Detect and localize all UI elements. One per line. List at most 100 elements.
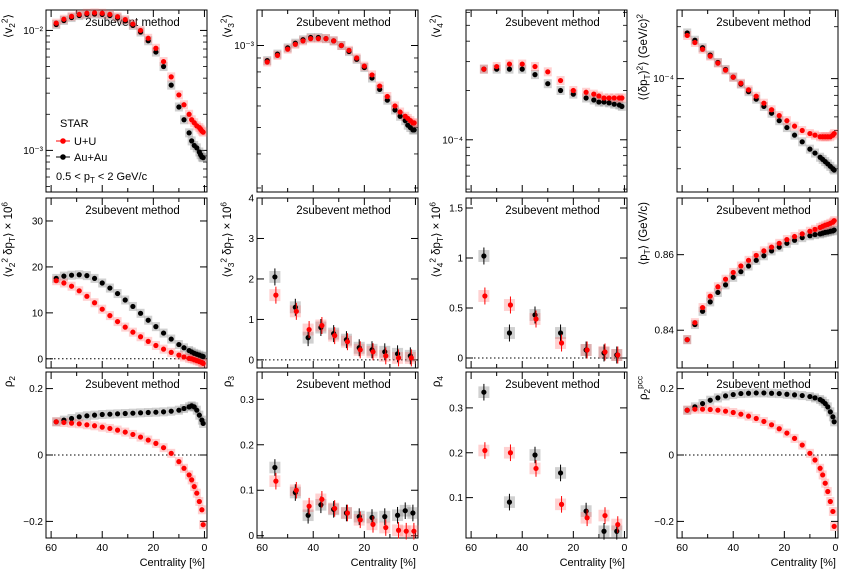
x-tick-label: 20 (147, 542, 159, 554)
y-tick-label: 3 (248, 234, 254, 245)
series-Au+Au (684, 227, 837, 343)
data-point (799, 139, 805, 145)
data-point (807, 130, 813, 137)
data-point (827, 409, 833, 415)
panel-rho2pcc: 60 40 20 0 Centrality [%] −0.2 0 0.2 ρ2pcc 2subev… (636, 371, 839, 569)
data-point (107, 313, 113, 319)
data-point (831, 218, 837, 224)
data-point (768, 244, 775, 250)
data-point (137, 434, 144, 440)
y-tick-label: 0.1 (240, 486, 254, 497)
panel-rho3: 60 40 20 0 Centrality [%] 0 0.1 0.2 0.3 ρ3 2subeve… (222, 371, 419, 569)
legend-entry-U+U: U+U (74, 136, 96, 148)
data-point (730, 274, 736, 280)
data-point (168, 450, 174, 456)
data-point (807, 146, 813, 152)
y-tick-label: 1 (457, 254, 463, 265)
data-point (761, 418, 767, 425)
data-point (768, 248, 775, 254)
data-point (403, 528, 409, 534)
series-U+U (482, 287, 621, 364)
data-point (707, 406, 713, 413)
data-point (601, 528, 607, 534)
data-point (369, 514, 375, 521)
data-point (200, 420, 206, 427)
data-point (168, 82, 174, 88)
y-tick-label: 2 (248, 274, 254, 285)
data-point (730, 269, 736, 276)
data-point (61, 273, 67, 279)
data-point (130, 431, 136, 438)
data-point (715, 284, 721, 290)
data-point (273, 478, 279, 484)
data-point (558, 340, 565, 346)
panel-v42: 10⁻⁴ ⟨v42⟩ 2subevent method (429, 9, 628, 193)
data-point (807, 233, 813, 239)
data-point (481, 389, 487, 395)
data-point (181, 465, 187, 471)
y-axis-label: ⟨v32 δpT⟩ × 106 (220, 202, 237, 278)
data-point (745, 87, 752, 93)
data-point (545, 81, 551, 87)
data-point (807, 450, 813, 456)
method-label: 2subevent method (296, 379, 391, 391)
y-tick-label: 0.3 (240, 395, 254, 406)
data-point (292, 41, 298, 47)
data-point (91, 423, 98, 429)
data-point (761, 248, 767, 254)
data-point (153, 49, 159, 55)
data-point (506, 66, 513, 72)
data-point (799, 392, 805, 399)
data-point (784, 236, 790, 243)
x-tick-label: 60 (256, 542, 268, 554)
data-point (181, 345, 187, 351)
data-point (181, 405, 187, 412)
panel-c4: 0 0.5 1 1.5⟨v42 δpT⟩ × 106 2subevent method (429, 197, 628, 369)
data-point (76, 272, 82, 278)
data-point (761, 390, 767, 396)
x-tick-label: 40 (307, 542, 319, 554)
y-tick-label: 10⁻⁴ (653, 74, 674, 85)
data-point (194, 490, 200, 496)
data-point (507, 302, 514, 308)
data-point (699, 304, 706, 311)
data-point (189, 138, 195, 144)
x-tick-label: 20 (778, 542, 790, 554)
data-point (315, 36, 321, 42)
data-point (611, 95, 617, 101)
data-point (68, 415, 75, 422)
y-tick-label: 0.2 (660, 384, 674, 395)
y-tick-label: −0.2 (654, 517, 674, 528)
data-point (382, 514, 388, 520)
data-point (194, 407, 200, 413)
data-point (753, 93, 759, 99)
data-point (160, 330, 167, 336)
series-U+U (273, 472, 417, 540)
x-tick-label: 0 (622, 542, 628, 554)
y-tick-label: 0 (248, 355, 254, 366)
data-point (584, 347, 590, 353)
data-point (791, 233, 798, 240)
series-Au+Au (53, 272, 206, 360)
data-point (61, 280, 67, 286)
data-point (799, 235, 805, 241)
data-point (384, 93, 390, 100)
data-point (160, 409, 167, 415)
data-point (84, 422, 90, 428)
data-point (753, 252, 759, 259)
y-tick-label: 10⁻⁴ (442, 135, 463, 146)
x-tick-label: 60 (465, 542, 477, 554)
data-point (482, 447, 488, 454)
y-tick-label: 30 (32, 216, 44, 227)
data-point (799, 442, 805, 448)
data-point (402, 508, 408, 514)
data-point (99, 306, 105, 312)
data-point (481, 253, 487, 259)
data-point (323, 36, 329, 42)
data-point (84, 413, 90, 419)
data-point (722, 67, 729, 73)
data-point (831, 523, 837, 529)
data-point (745, 413, 752, 419)
data-point (533, 465, 539, 472)
data-point (812, 457, 818, 463)
